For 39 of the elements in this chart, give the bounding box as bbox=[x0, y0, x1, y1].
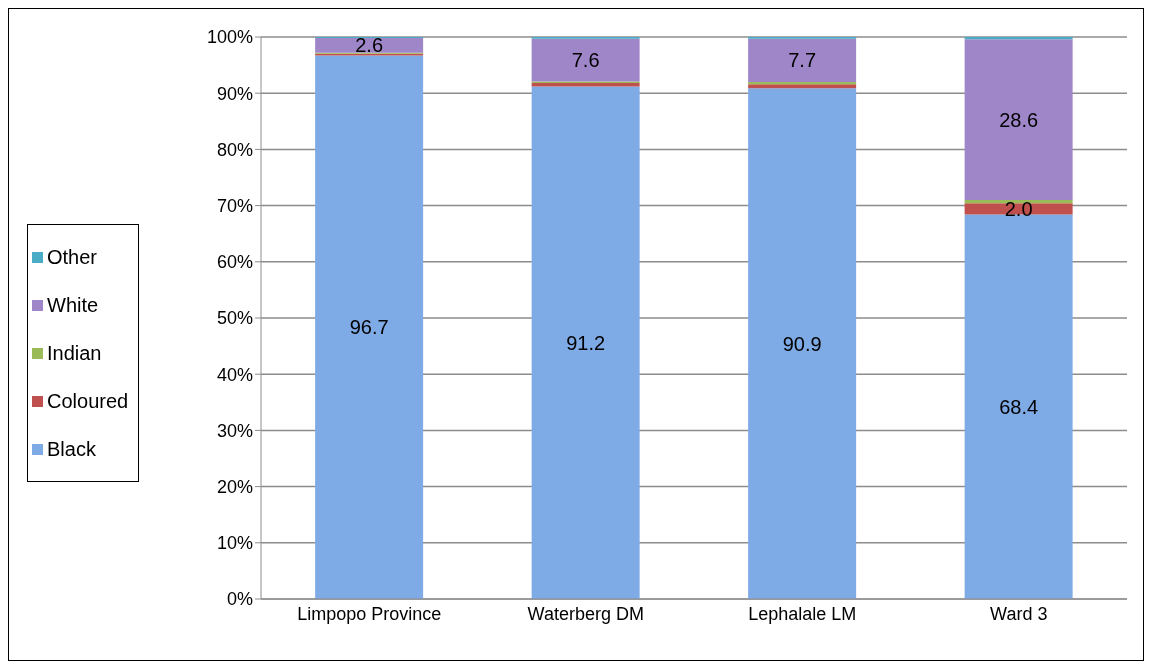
bar bbox=[748, 88, 857, 599]
legend-label: Indian bbox=[47, 341, 102, 365]
legend-label: White bbox=[47, 293, 99, 317]
bar bbox=[315, 55, 424, 599]
x-tick-label: Ward 3 bbox=[990, 603, 1048, 624]
y-tick-label: 40% bbox=[216, 364, 253, 385]
data-label: 2.6 bbox=[355, 34, 384, 57]
data-label: 2.0 bbox=[1004, 197, 1033, 220]
data-label: 7.6 bbox=[571, 49, 600, 72]
x-tick-label: Limpopo Province bbox=[297, 603, 442, 624]
legend-label: Black bbox=[47, 437, 96, 461]
legend-label: Other bbox=[47, 245, 98, 269]
data-label: 7.7 bbox=[788, 49, 817, 72]
bar bbox=[315, 38, 424, 53]
bar bbox=[748, 38, 857, 82]
data-label: 96.7 bbox=[349, 316, 389, 339]
y-tick-label: 10% bbox=[216, 533, 253, 554]
bar bbox=[748, 84, 857, 89]
bar bbox=[964, 214, 1073, 599]
data-label: 90.9 bbox=[782, 332, 822, 355]
y-tick-label: 100% bbox=[206, 27, 253, 48]
legend-label: Coloured bbox=[47, 389, 129, 413]
y-tick-label: 70% bbox=[216, 195, 253, 216]
bar bbox=[964, 203, 1073, 215]
data-label: 28.6 bbox=[999, 108, 1039, 131]
y-tick-label: 50% bbox=[216, 308, 253, 329]
y-tick-label: 80% bbox=[216, 139, 253, 160]
bar bbox=[531, 38, 640, 82]
data-label: 68.4 bbox=[999, 395, 1039, 418]
data-label: 91.2 bbox=[566, 331, 606, 354]
y-tick-label: 0% bbox=[226, 589, 253, 610]
bar bbox=[531, 86, 640, 599]
y-tick-label: 20% bbox=[216, 476, 253, 497]
y-tick-label: 30% bbox=[216, 420, 253, 441]
x-tick-label: Waterberg DM bbox=[527, 603, 644, 624]
y-tick-label: 90% bbox=[216, 83, 253, 104]
bar bbox=[964, 39, 1073, 200]
y-tick-label: 60% bbox=[216, 252, 253, 273]
x-tick-label: Lephalale LM bbox=[748, 603, 857, 624]
